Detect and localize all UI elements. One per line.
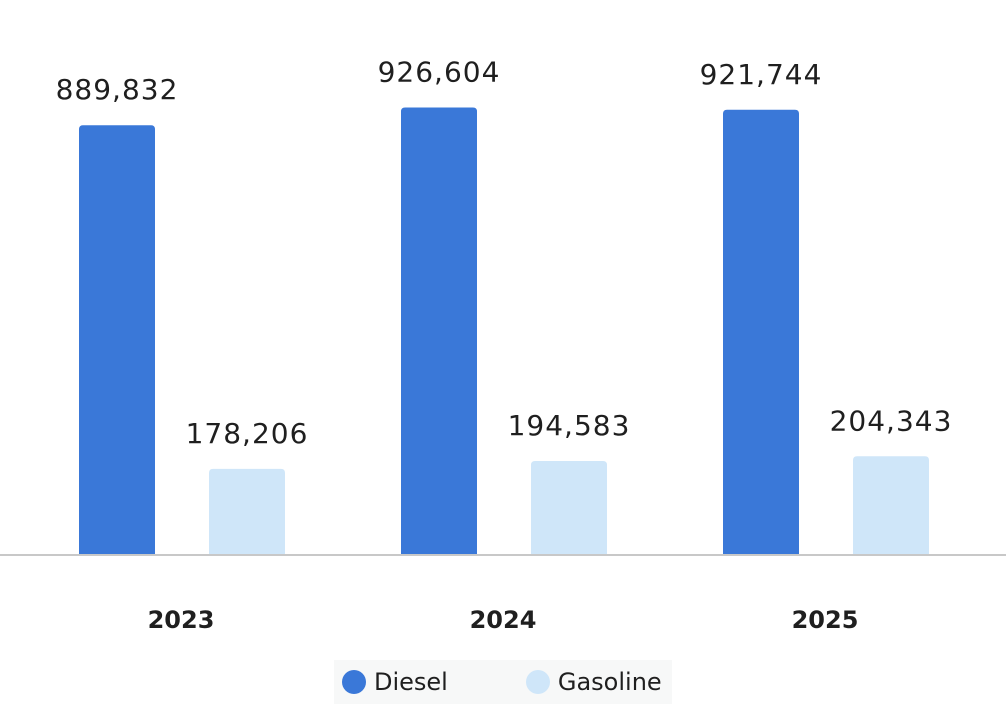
bar-gasoline-2025[interactable] — [853, 456, 929, 555]
value-labels-layer: 889,832 178,206 926,604 194,583 921,744 204,3… — [56, 55, 953, 450]
bars-layer — [79, 107, 929, 556]
x-tick-label-2025: 2025 — [792, 606, 859, 634]
value-label-diesel-2024: 926,604 — [378, 55, 501, 88]
bar-diesel-2024[interactable] — [401, 107, 477, 556]
bar-chart: 889,832 178,206 926,604 194,583 921,744 204,3… — [0, 55, 1006, 634]
value-label-diesel-2023: 889,832 — [56, 73, 179, 106]
legend-swatch-gasoline — [525, 670, 550, 694]
legend-swatch-diesel — [342, 670, 366, 694]
legend-item-diesel[interactable]: Diesel — [342, 668, 448, 696]
x-tick-label-2023: 2023 — [148, 606, 215, 634]
value-label-gasoline-2025: 204,343 — [830, 404, 953, 437]
bar-diesel-2023[interactable] — [79, 125, 155, 555]
value-label-gasoline-2024: 194,583 — [508, 409, 631, 442]
x-axis-ticks: 2023 2024 2025 — [148, 606, 859, 634]
bar-diesel-2025[interactable] — [723, 109, 799, 556]
bar-gasoline-2024[interactable] — [531, 461, 607, 555]
bar-gasoline-2023[interactable] — [209, 468, 285, 555]
value-label-gasoline-2023: 178,206 — [186, 417, 309, 450]
legend: Diesel Gasoline — [334, 660, 672, 704]
legend-label-gasoline: Gasoline — [557, 668, 662, 696]
legend-label-diesel: Diesel — [374, 668, 448, 696]
legend-item-gasoline[interactable]: Gasoline — [525, 668, 662, 696]
x-tick-label-2024: 2024 — [470, 606, 537, 634]
value-label-diesel-2025: 921,744 — [700, 58, 823, 91]
